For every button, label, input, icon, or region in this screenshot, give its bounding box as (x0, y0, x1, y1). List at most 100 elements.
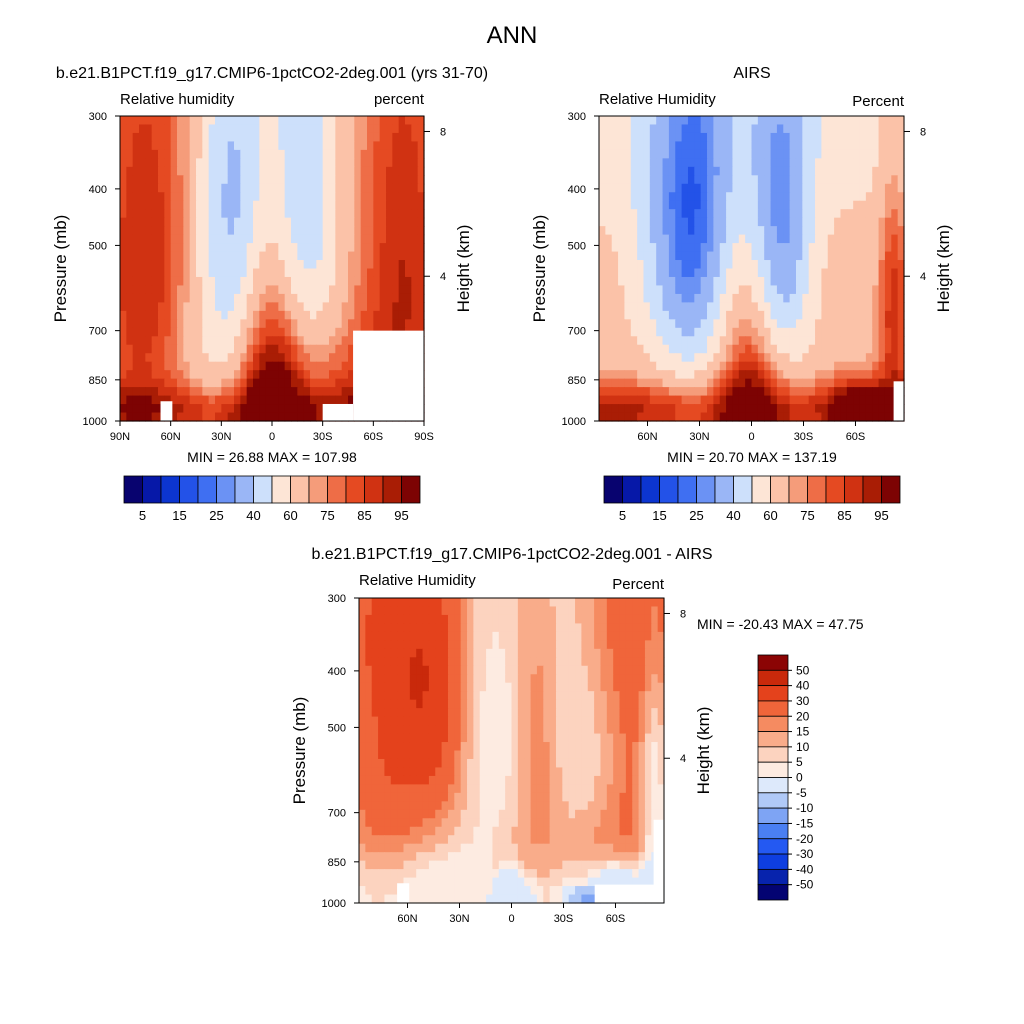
field-cell (322, 310, 330, 320)
field-cell (568, 725, 576, 735)
field-cell (322, 217, 330, 227)
field-cell (624, 200, 632, 210)
field-cell (738, 260, 746, 270)
field-cell (599, 276, 606, 287)
field-cell (821, 285, 829, 295)
field-cell (511, 801, 519, 811)
field-cell (189, 344, 197, 354)
field-cell (732, 361, 740, 371)
field-cell (422, 598, 430, 608)
field-cell (865, 116, 873, 126)
field-cell (371, 801, 379, 811)
field-cell (253, 302, 260, 312)
field-cell (447, 809, 455, 819)
field-cell (606, 733, 614, 743)
field-cell (700, 310, 708, 320)
field-cell (435, 598, 443, 608)
field-cell (310, 378, 317, 388)
field-cell (246, 234, 254, 244)
field-cell (259, 183, 267, 193)
field-cell (460, 784, 468, 794)
field-cell (632, 775, 640, 785)
field-cell (265, 302, 273, 312)
field-cell (392, 158, 400, 168)
field-cell (164, 183, 172, 193)
field-cell (511, 682, 519, 692)
field-cell (694, 124, 702, 134)
field-cell (379, 166, 387, 176)
field-cell (379, 234, 387, 244)
field-cell (625, 699, 633, 709)
field-cell (675, 200, 683, 210)
field-cell (384, 809, 392, 819)
field-cell (872, 293, 880, 303)
field-cell (613, 682, 621, 692)
field-cell (619, 606, 627, 616)
field-cell (613, 758, 621, 769)
field-cell (303, 293, 311, 303)
field-cell (145, 209, 153, 219)
field-cell (177, 234, 184, 244)
field-cell (246, 132, 254, 143)
field-cell (177, 141, 184, 151)
field-cell (202, 378, 210, 388)
field-cell (170, 260, 178, 270)
field-cell (789, 395, 797, 405)
field-cell (656, 404, 664, 414)
field-cell (145, 149, 153, 159)
field-cell (428, 750, 436, 760)
field-cell (619, 784, 627, 794)
field-cell (643, 353, 651, 363)
field-cell (600, 682, 608, 692)
field-cell (568, 733, 576, 743)
field-cell (291, 141, 298, 151)
field-cell (815, 166, 822, 176)
field-cell (770, 344, 778, 354)
field-cell (757, 276, 765, 287)
field-cell (486, 648, 494, 658)
field-cell (505, 742, 513, 752)
field-cell (656, 166, 664, 176)
field-cell (196, 319, 203, 329)
field-cell (367, 310, 374, 320)
field-cell (587, 818, 595, 828)
field-cell (278, 243, 286, 253)
field-cell (322, 378, 330, 388)
field-cell (789, 276, 797, 287)
field-cell (177, 344, 184, 354)
field-cell (417, 183, 425, 193)
field-cell (700, 276, 708, 287)
field-cell (428, 648, 436, 658)
field-cell (284, 319, 292, 329)
field-cell (884, 234, 892, 244)
field-cell (613, 708, 621, 718)
field-cell (600, 818, 608, 828)
field-cell (403, 699, 411, 709)
field-cell (897, 243, 905, 253)
colorbar-box (290, 475, 310, 504)
field-cell (365, 716, 373, 726)
field-cell (316, 370, 324, 380)
field-cell (555, 775, 563, 785)
field-cell (145, 293, 153, 303)
field-cell (341, 260, 349, 270)
field-cell (492, 818, 500, 828)
field-cell (208, 234, 216, 244)
field-cell (751, 378, 759, 388)
field-cell (208, 158, 216, 168)
field-cell (757, 158, 765, 168)
field-cell (808, 251, 816, 261)
field-cell (359, 843, 366, 853)
field-cell (726, 387, 734, 397)
field-cell (221, 404, 229, 414)
field-cell (827, 310, 835, 320)
field-cell (726, 285, 734, 295)
field-cell (145, 124, 153, 134)
field-cell (630, 260, 638, 270)
field-cell (625, 598, 633, 608)
field-cell (726, 412, 734, 422)
field-cell (815, 285, 822, 295)
field-cell (581, 758, 589, 769)
field-cell (840, 166, 848, 176)
field-cell (460, 758, 468, 769)
